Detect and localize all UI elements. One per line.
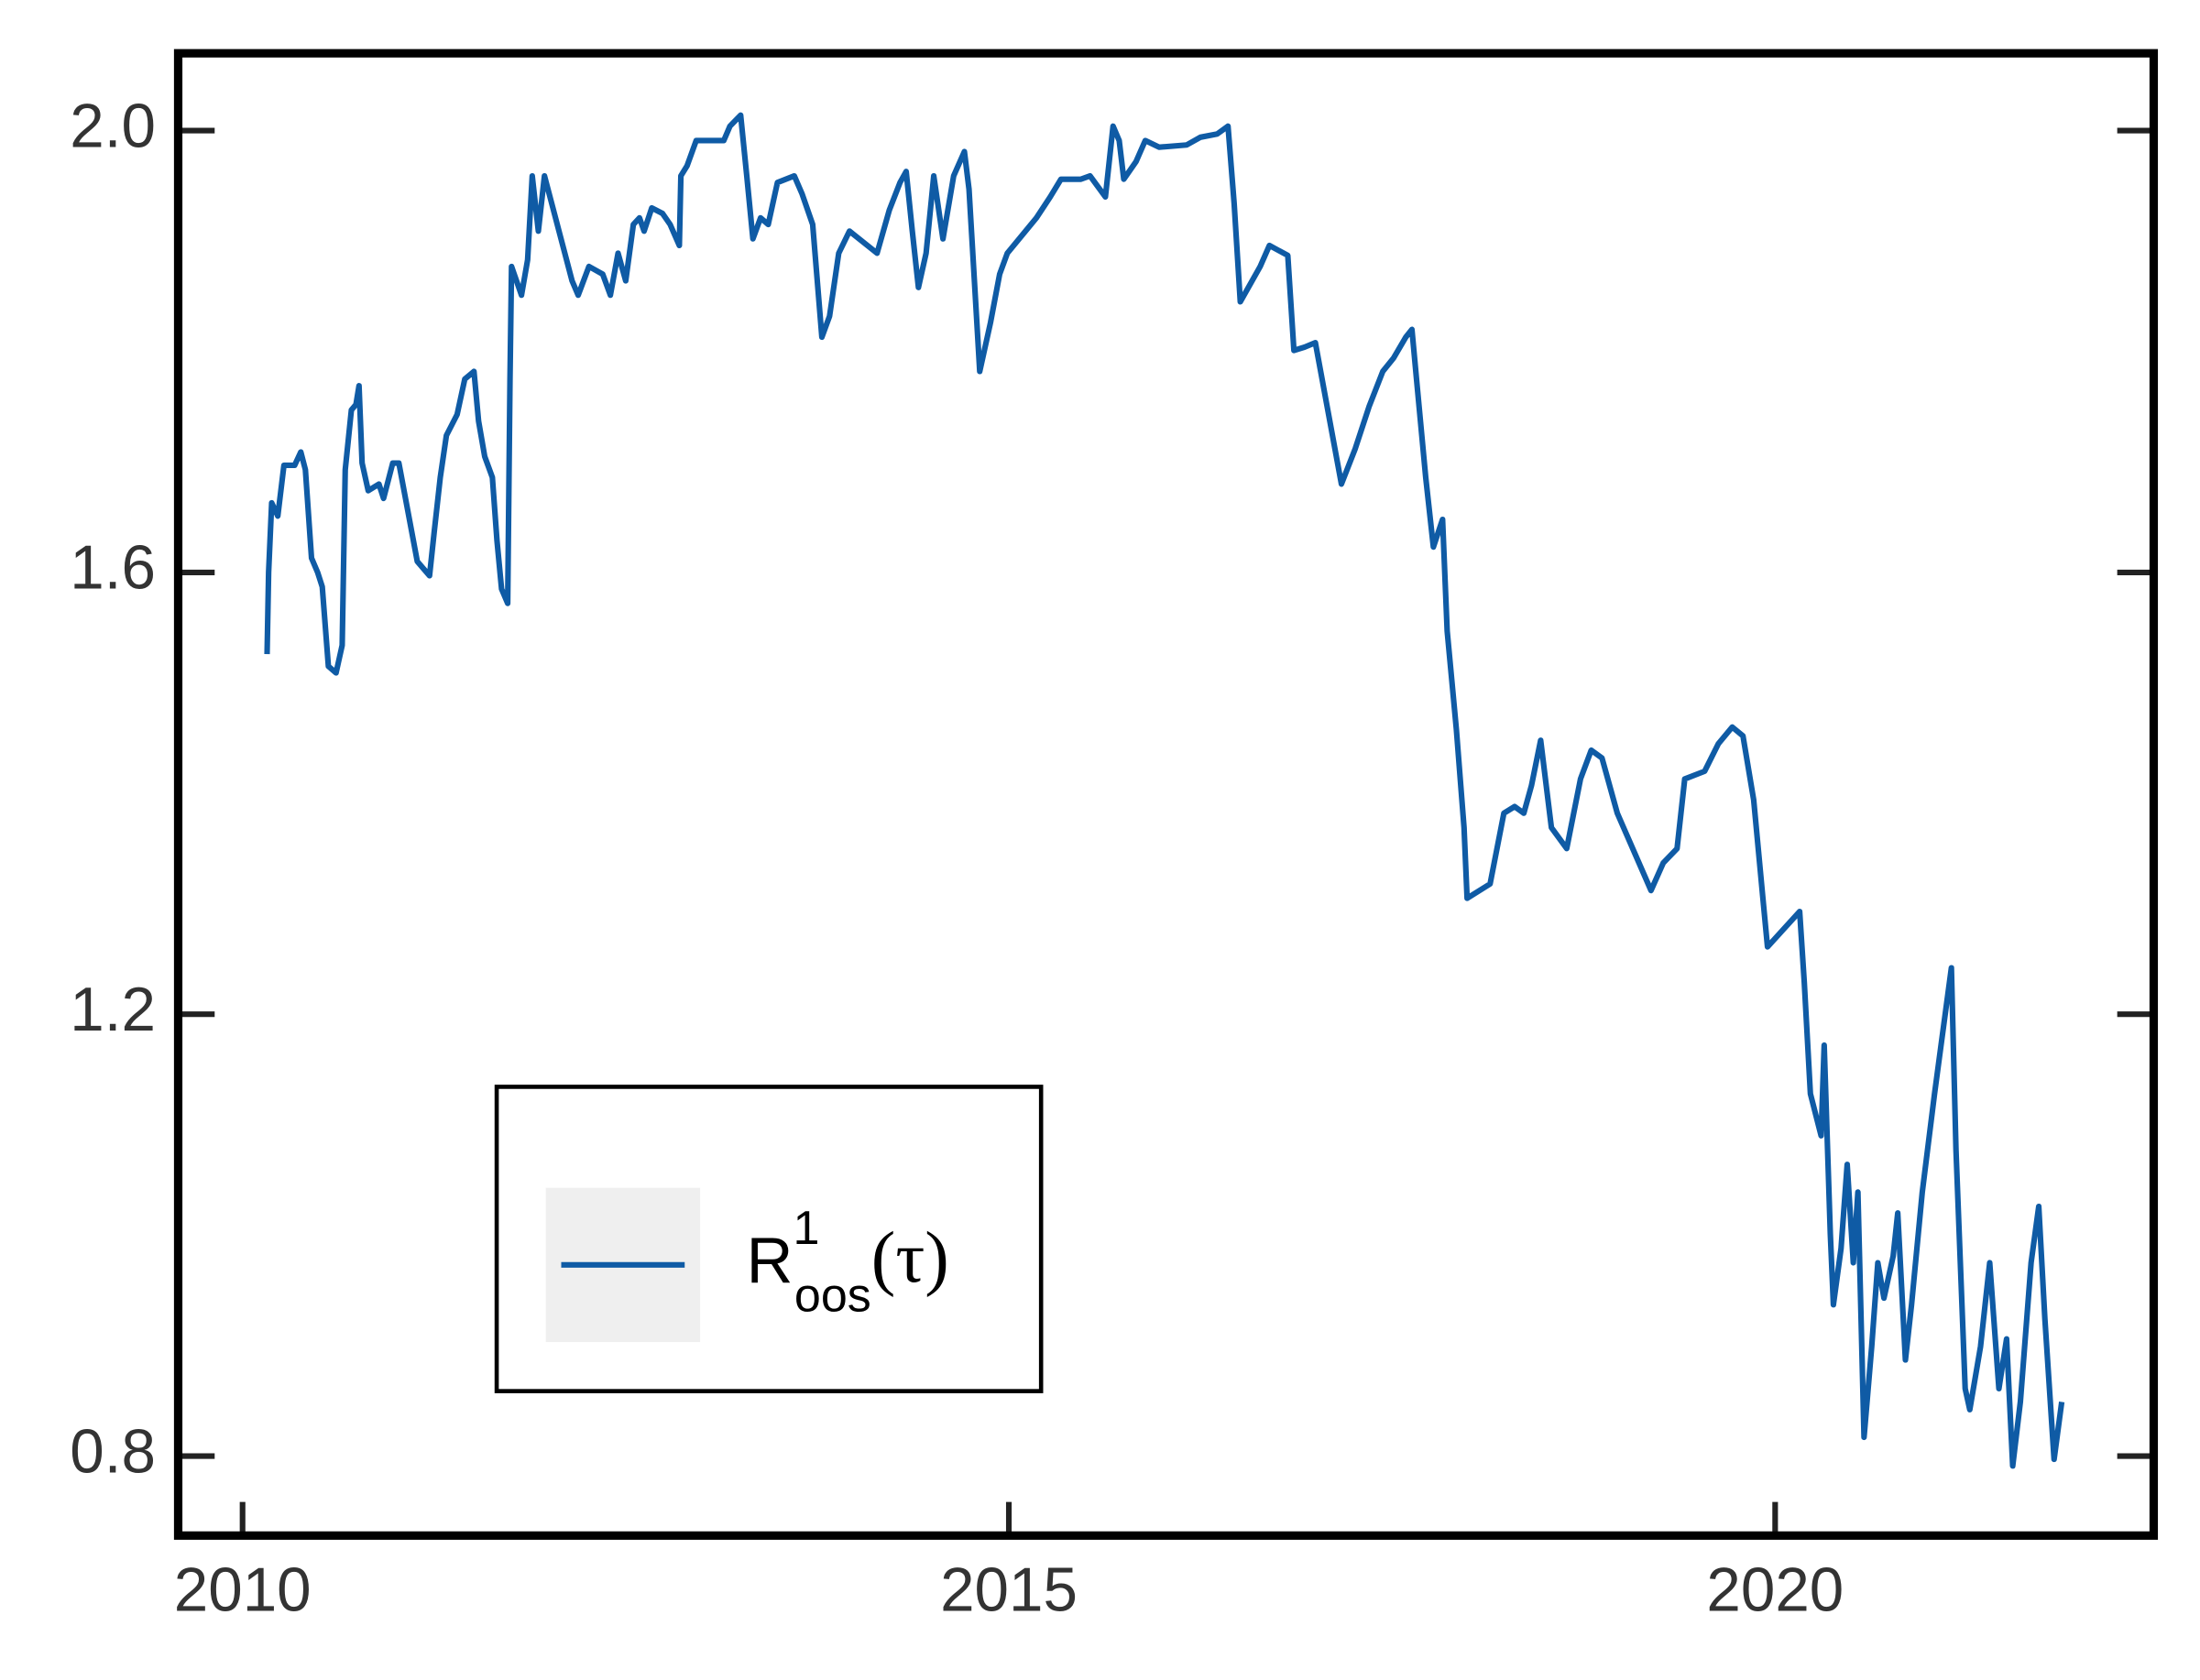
y-tick-label: 0.8 xyxy=(70,1417,156,1486)
y-tick-label: 2.0 xyxy=(70,92,156,160)
y-tick-label: 1.2 xyxy=(70,976,156,1044)
x-tick-label: 2010 xyxy=(174,1555,312,1624)
x-tick-label: 2015 xyxy=(940,1555,1078,1624)
legend-label: R1 oos(τ) xyxy=(747,1202,949,1322)
data-line xyxy=(264,112,2065,1469)
y-tick-label: 1.6 xyxy=(70,534,156,603)
x-tick-label: 2020 xyxy=(1706,1555,1844,1624)
plot-frame xyxy=(173,49,2159,1540)
